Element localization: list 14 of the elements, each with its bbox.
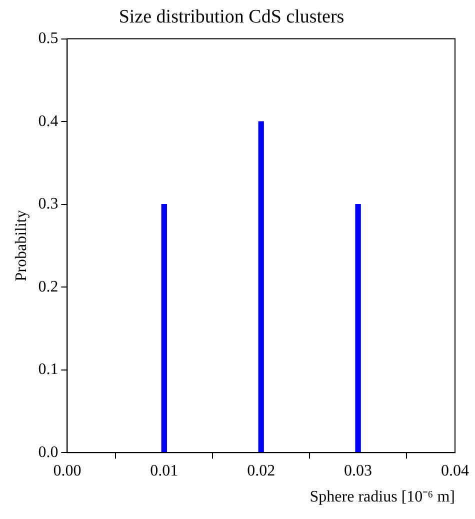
chart-title: Size distribution CdS clusters (118, 6, 344, 28)
x-axis-title: Sphere radius [10⁻⁶ m] (310, 488, 455, 506)
y-tick-label: 0.1 (38, 361, 58, 378)
x-tick-label: 0.01 (150, 462, 178, 480)
y-tick-label: 0.2 (38, 278, 58, 296)
y-tick-label: 0.3 (38, 196, 58, 213)
x-tick-label: 0.02 (247, 462, 276, 480)
x-tick-label: 0.00 (53, 462, 82, 480)
y-tick-label: 0.4 (38, 112, 58, 130)
y-axis-title: Probability (12, 210, 30, 282)
x-tick-label: 0.03 (344, 462, 372, 480)
y-tick-label: 0.0 (38, 444, 58, 461)
x-tick-label: 0.04 (441, 462, 469, 480)
y-tick-label: 0.5 (38, 30, 58, 48)
